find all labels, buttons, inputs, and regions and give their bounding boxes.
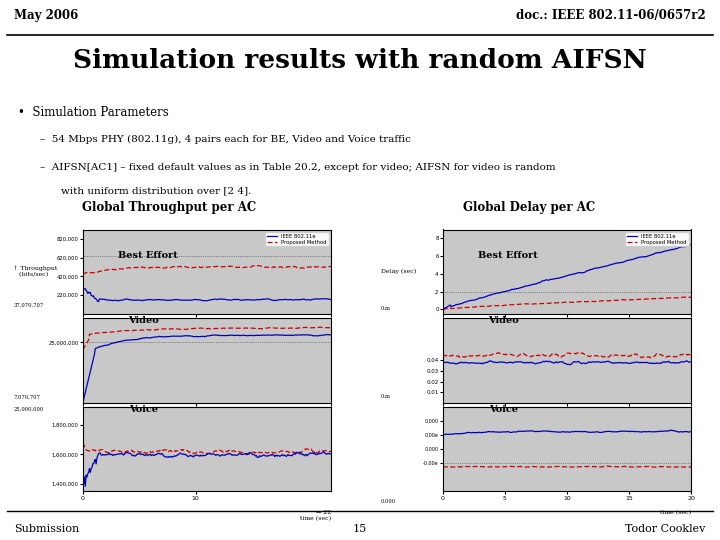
Text: –  54 Mbps PHY (802.11g), 4 pairs each for BE, Video and Voice traffic: – 54 Mbps PHY (802.11g), 4 pairs each fo… [40, 134, 410, 144]
Text: 0.000: 0.000 [381, 499, 396, 504]
Text: Delay (sec): Delay (sec) [381, 269, 416, 274]
Text: Simulation results with random AIFSN: Simulation results with random AIFSN [73, 48, 647, 73]
Text: Voice: Voice [129, 405, 158, 414]
Text: 7,070,707: 7,070,707 [13, 394, 40, 400]
Text: Global Throughput per AC: Global Throughput per AC [82, 201, 256, 214]
Text: 15: 15 [353, 524, 367, 534]
Text: 37,070,707: 37,070,707 [13, 303, 43, 308]
Text: time (sec): time (sec) [660, 510, 691, 515]
Text: 0.m: 0.m [381, 394, 391, 400]
Text: with uniform distribution over [2 4].: with uniform distribution over [2 4]. [61, 186, 251, 195]
Legend: IEEE 802.11e, Proposed Method: IEEE 802.11e, Proposed Method [625, 232, 688, 246]
Text: ↑ Throughput
   (bits/sec): ↑ Throughput (bits/sec) [13, 266, 58, 278]
Text: May 2006: May 2006 [14, 9, 78, 22]
Text: doc.: IEEE 802.11-06/0657r2: doc.: IEEE 802.11-06/0657r2 [516, 9, 706, 22]
Text: –  AIFSN[AC1] – fixed default values as in Table 20.2, except for video; AIFSN f: – AIFSN[AC1] – fixed default values as i… [40, 163, 555, 172]
Text: → 22
time (sec): → 22 time (sec) [300, 510, 331, 521]
Text: Video: Video [128, 316, 158, 325]
Text: Best Effort: Best Effort [478, 251, 537, 260]
Text: Video: Video [488, 316, 518, 325]
Text: 0.m: 0.m [381, 306, 391, 310]
Text: Voice: Voice [489, 405, 518, 414]
Text: Todor Cooklev: Todor Cooklev [625, 524, 706, 534]
Text: Best Effort: Best Effort [118, 251, 177, 260]
Text: Submission: Submission [14, 524, 80, 534]
Text: •  Simulation Parameters: • Simulation Parameters [18, 106, 168, 119]
Legend: IEEE 802.11e, Proposed Method: IEEE 802.11e, Proposed Method [265, 232, 328, 246]
Text: 25,000,000: 25,000,000 [13, 407, 43, 412]
Text: Global Delay per AC: Global Delay per AC [463, 201, 595, 214]
